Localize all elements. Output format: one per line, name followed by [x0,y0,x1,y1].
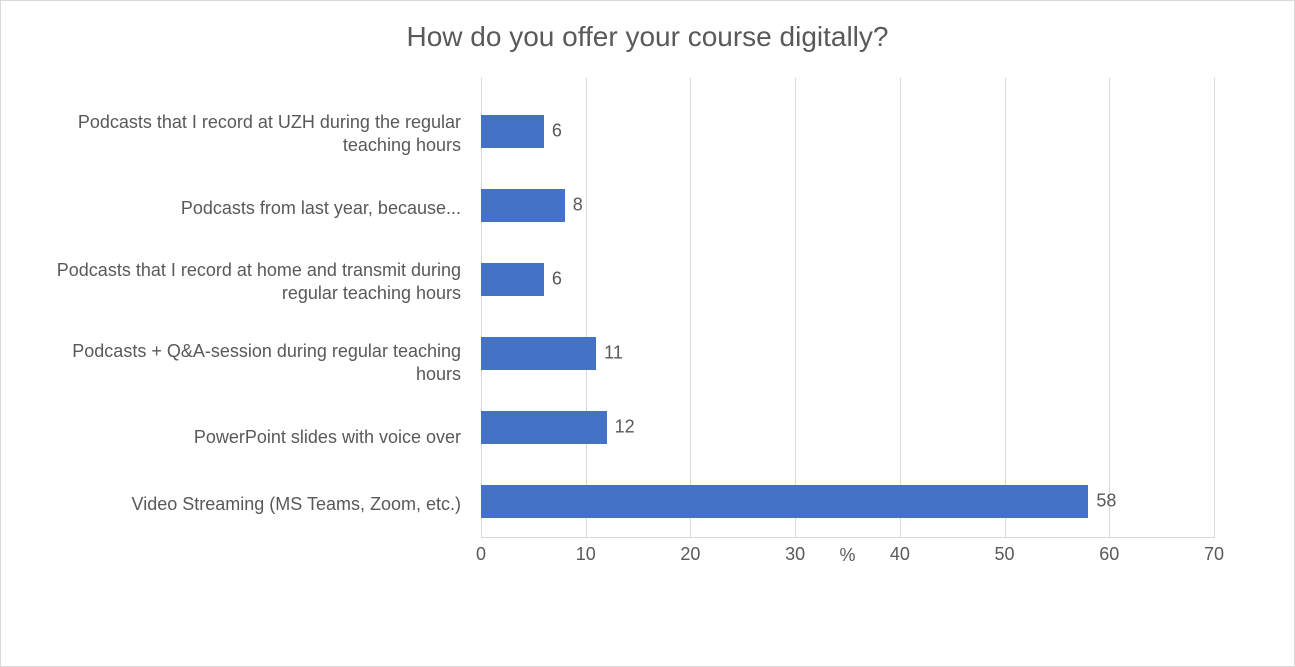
x-tick-mark [690,533,691,538]
bar: 11 [481,337,596,370]
x-tick-mark [795,533,796,538]
x-axis-line [481,537,1214,538]
bar-value-label: 12 [615,417,635,438]
bar-value-label: 11 [604,343,623,364]
bar: 8 [481,189,565,222]
plot-area: Podcasts that I record at UZH during the… [481,78,1214,578]
bar-row: 12 [481,411,1214,444]
x-axis-title: % [481,545,1214,566]
bar: 6 [481,263,544,296]
gridline [1214,78,1215,538]
bar-value-label: 8 [573,195,583,216]
bar-row: 6 [481,115,1214,148]
x-tick-mark [1109,533,1110,538]
bar-row: 11 [481,337,1214,370]
y-axis-label: Podcasts from last year, because... [31,192,471,225]
bar-value-label: 6 [552,269,562,290]
bar: 6 [481,115,544,148]
bar-row: 58 [481,485,1214,518]
chart-container: How do you offer your course digitally? … [0,0,1295,667]
bar: 12 [481,411,607,444]
bar-value-label: 58 [1096,491,1116,512]
bar-row: 8 [481,189,1214,222]
y-axis-label: Video Streaming (MS Teams, Zoom, etc.) [31,488,471,521]
x-tick-mark [900,533,901,538]
chart-title: How do you offer your course digitally? [31,21,1264,53]
y-axis-label: Podcasts that I record at home and trans… [31,259,471,306]
y-axis-label: Podcasts + Q&A-session during regular te… [31,340,471,387]
x-tick-mark [1005,533,1006,538]
x-tick-mark [1214,533,1215,538]
x-tick-mark [481,533,482,538]
y-axis-labels: Podcasts that I record at UZH during the… [31,94,471,538]
y-axis-label: PowerPoint slides with voice over [31,421,471,454]
y-axis-label: Podcasts that I record at UZH during the… [31,111,471,158]
x-tick-mark [586,533,587,538]
bar-value-label: 6 [552,121,562,142]
bar-row: 6 [481,263,1214,296]
bars-group: 6 8 6 11 12 58 [481,94,1214,538]
bar: 58 [481,485,1088,518]
